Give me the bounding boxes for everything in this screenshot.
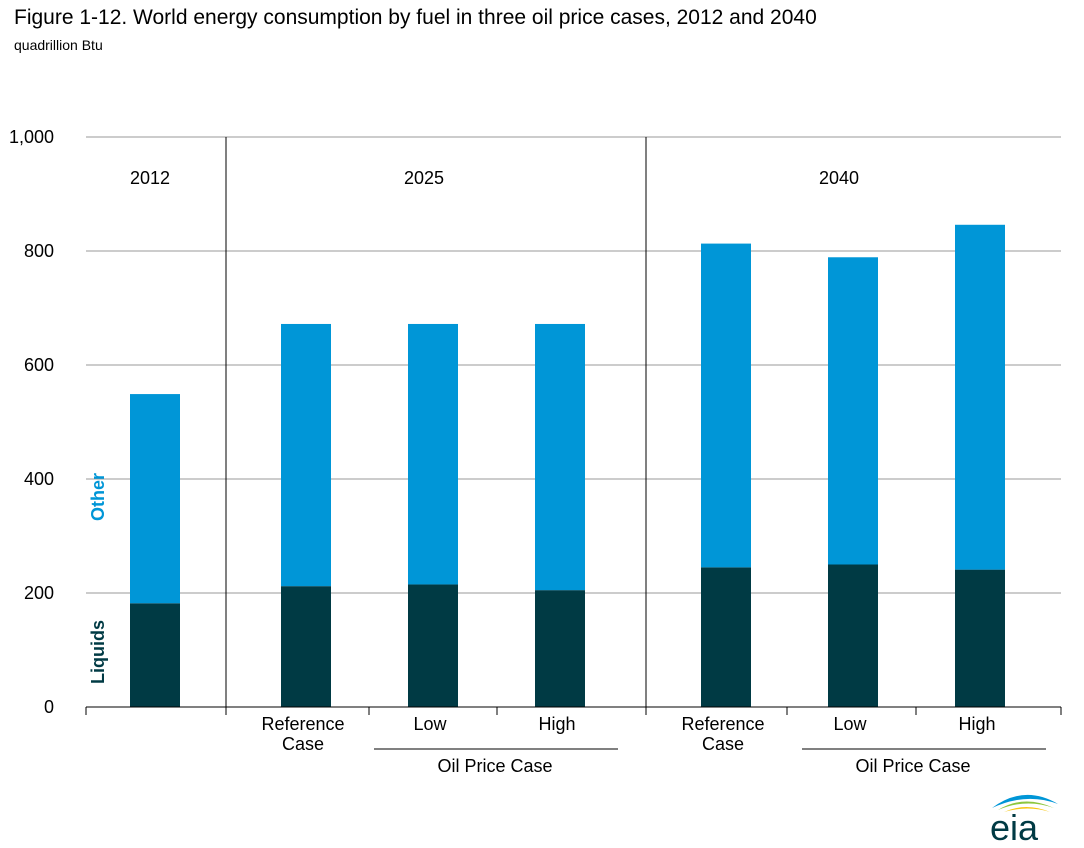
bar-liquids-5 [828,564,878,707]
case-group-label: Oil Price Case [437,756,552,776]
group-label-2040: 2040 [819,168,859,188]
series-label-liquids: Liquids [88,620,108,684]
bar-other-6 [955,224,1005,570]
chart-title: Figure 1-12. World energy consumption by… [14,6,817,29]
y-tick-label: 200 [24,583,54,603]
bar-other-1 [281,323,331,587]
logo-swoosh-blue [992,794,1058,808]
category-label: Low [413,714,447,734]
series-label-other: Other [88,473,108,521]
bar-other-2 [408,323,458,585]
case-group-label: Oil Price Case [855,756,970,776]
bar-other-4 [701,243,751,568]
bar-liquids-2 [408,584,458,707]
y-tick-label: 600 [24,355,54,375]
y-tick-label: 1,000 [9,127,54,147]
group-label-2012: 2012 [130,168,170,188]
bar-other-5 [828,257,878,565]
logo-swoosh-yellow [1004,807,1050,812]
bar-other-3 [535,323,585,591]
chart-subtitle: quadrillion Btu [14,37,103,53]
y-tick-label: 800 [24,241,54,261]
category-label: High [538,714,575,734]
eia-logo: eia [990,794,1058,844]
y-tick-label: 0 [44,697,54,717]
bar-liquids-0 [130,603,180,707]
category-label: Reference Case [261,714,344,754]
y-tick-label: 400 [24,469,54,489]
group-label-2025: 2025 [404,168,444,188]
logo-swoosh-green [998,801,1054,810]
bar-liquids-1 [281,586,331,707]
category-label: High [958,714,995,734]
bar-liquids-4 [701,567,751,707]
bar-liquids-3 [535,590,585,707]
bar-other-0 [130,394,180,604]
category-label: Reference Case [681,714,764,754]
bar-liquids-6 [955,569,1005,707]
category-label: Low [833,714,867,734]
logo-text: eia [990,807,1039,844]
